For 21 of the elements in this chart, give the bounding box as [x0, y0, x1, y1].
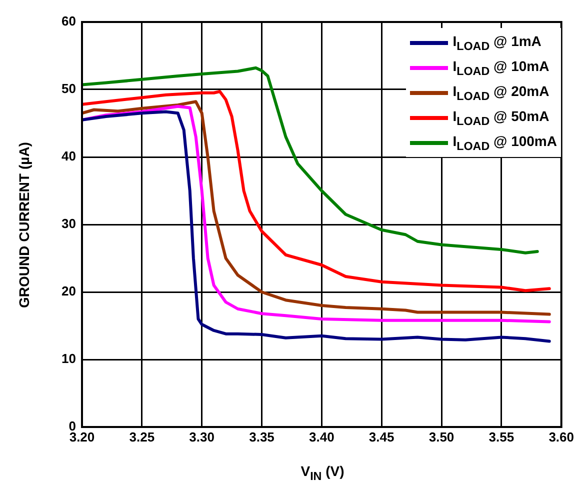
y-tick-label: 10	[62, 351, 76, 366]
legend-label: I$_{LOAD}$ @ 10mA	[452, 58, 550, 78]
x-tick-label: 3.55	[488, 429, 514, 444]
x-tick-label: 3.60	[548, 429, 574, 444]
x-tick-label: 3.40	[309, 429, 334, 444]
y-tick-label: 40	[62, 148, 76, 164]
x-tick-label: 3.25	[129, 429, 155, 444]
y-tick-label: 20	[62, 284, 76, 299]
x-tick-label: 3.35	[249, 429, 274, 444]
legend-label: I$_{LOAD}$ @ 50mA	[452, 108, 550, 128]
x-axis-title: V$_{IN}$ (V)	[300, 463, 346, 483]
y-tick-label: 60	[62, 14, 76, 29]
x-tick-label: 3.50	[428, 429, 454, 444]
y-axis-title: GROUND CURRENT (µA)	[16, 142, 32, 308]
y-tick-label: 50	[62, 81, 76, 96]
legend-label: I$_{LOAD}$ @ 20mA	[452, 82, 550, 102]
legend-label: I$_{LOAD}$ @ 1mA	[452, 32, 542, 52]
x-tick-label: 3.45	[368, 429, 394, 444]
y-tick-label: 30	[62, 216, 76, 232]
x-tick-label: 3.30	[189, 429, 214, 444]
legend-label: I$_{LOAD}$ @ 100mA	[452, 132, 557, 152]
